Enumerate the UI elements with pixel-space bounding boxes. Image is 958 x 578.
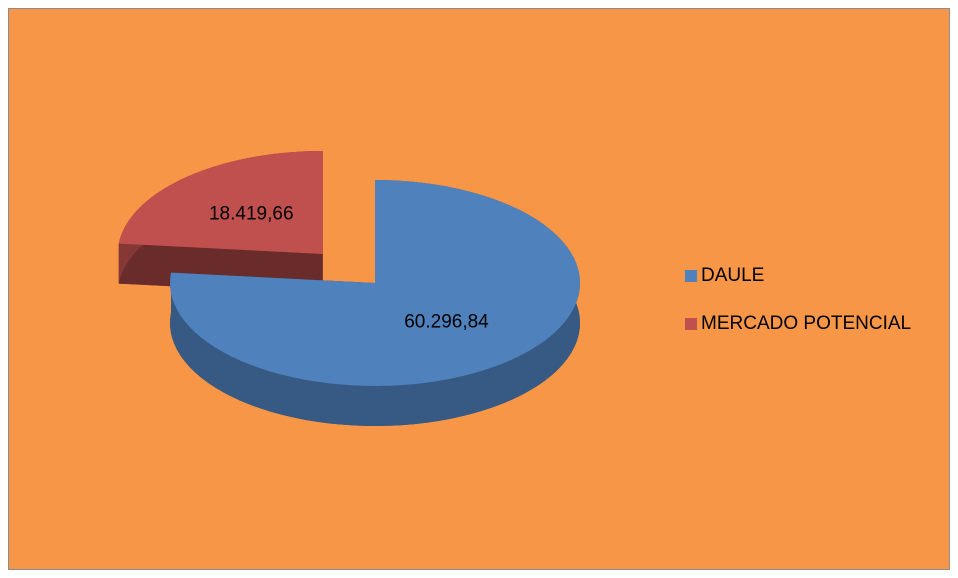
labels: 18.419,66 60.296,84	[209, 203, 489, 332]
legend: DAULE MERCADO POTENCIAL	[685, 265, 911, 334]
pie-slice	[118, 150, 323, 254]
data-label: 18.419,66	[209, 203, 294, 224]
legend-swatch	[685, 270, 697, 282]
pie	[118, 150, 580, 426]
legend-swatch	[685, 318, 697, 330]
pie-slice	[170, 180, 580, 386]
data-label: 60.296,84	[404, 312, 489, 333]
legend-label: MERCADO POTENCIAL	[701, 313, 911, 334]
legend-label: DAULE	[701, 265, 764, 286]
